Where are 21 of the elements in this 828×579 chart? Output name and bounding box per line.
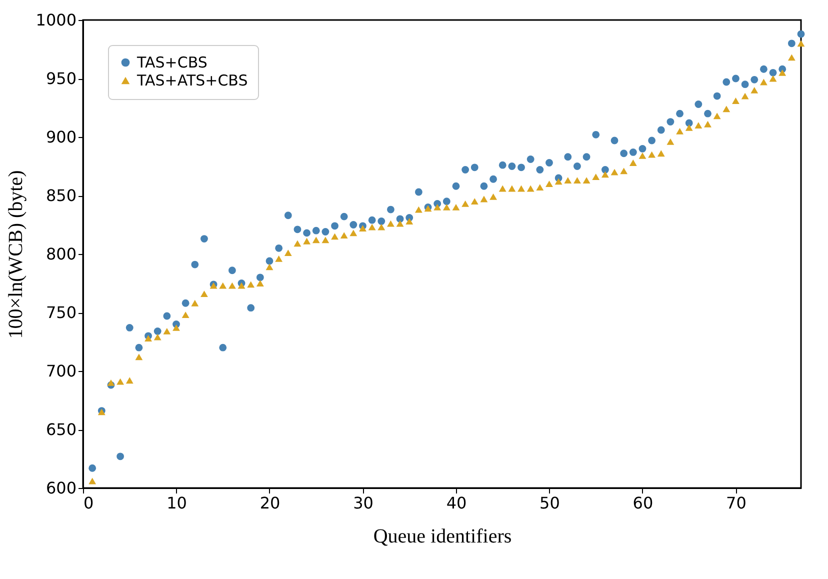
y-tick-label: 700 <box>46 362 76 380</box>
y-tick-label: 1000 <box>36 10 76 30</box>
legend-label: TAS+CBS <box>136 54 208 72</box>
y-tick-label: 600 <box>46 478 76 498</box>
x-tick-label: 0 <box>84 494 94 512</box>
y-tick-label: 800 <box>46 244 76 264</box>
x-tick-label: 60 <box>632 494 654 512</box>
y-tick-label: 850 <box>46 186 76 205</box>
x-tick-label: 70 <box>726 494 746 512</box>
x-tick-label: 20 <box>260 494 280 512</box>
y-axis-title: 100×ln(WCB) (byte) <box>4 170 27 339</box>
y-tick-label: 900 <box>46 128 76 146</box>
y-tick-label: 650 <box>46 420 76 439</box>
x-tick-label: 10 <box>166 494 187 512</box>
x-tick-label: 50 <box>540 494 560 512</box>
y-tick-label: 950 <box>46 69 76 88</box>
legend-label: TAS+ATS+CBS <box>136 72 248 90</box>
x-tick-label: 40 <box>446 494 467 512</box>
x-tick-label: 30 <box>353 494 374 512</box>
x-axis-title: Queue identifiers <box>373 526 512 548</box>
y-tick-label: 750 <box>46 303 76 322</box>
